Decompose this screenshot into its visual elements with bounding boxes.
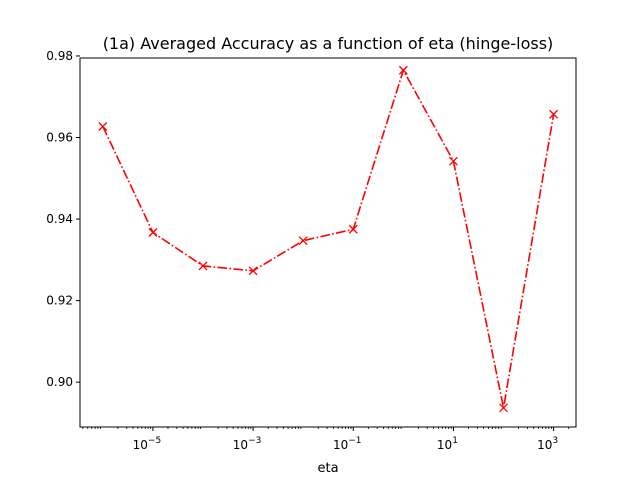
data-point-marker	[398, 65, 408, 75]
y-tick-label: 0.92	[46, 294, 73, 308]
x-tick-label: 10−5	[133, 436, 162, 452]
chart-title: (1a) Averaged Accuracy as a function of …	[103, 34, 554, 53]
x-tick-label: 10−1	[333, 436, 362, 452]
data-point-marker	[198, 261, 208, 271]
x-axis-label: eta	[317, 461, 338, 476]
x-tick-label: 103	[537, 436, 558, 452]
y-tick-label: 0.96	[46, 131, 73, 145]
y-tick-label: 0.98	[46, 49, 73, 63]
series-line	[102, 68, 555, 408]
data-point-marker	[549, 109, 559, 119]
data-point-marker	[348, 224, 358, 234]
plot-frame	[79, 57, 577, 428]
data-point-marker	[298, 236, 308, 246]
data-point-marker	[148, 228, 158, 237]
plot-area	[98, 65, 559, 413]
x-tick-label: 101	[437, 436, 458, 452]
data-point-marker	[499, 403, 508, 413]
x-tick-label: 10−3	[233, 436, 262, 452]
y-tick-label: 0.90	[46, 375, 73, 389]
y-tick-label: 0.94	[46, 212, 73, 226]
data-point-marker	[98, 122, 108, 131]
axes: 0.90 0.92 0.94 0.96 0.98 10−5 10−3 10−1 101 103	[46, 49, 570, 452]
data-point-marker	[248, 266, 258, 276]
data-point-marker	[448, 156, 458, 166]
